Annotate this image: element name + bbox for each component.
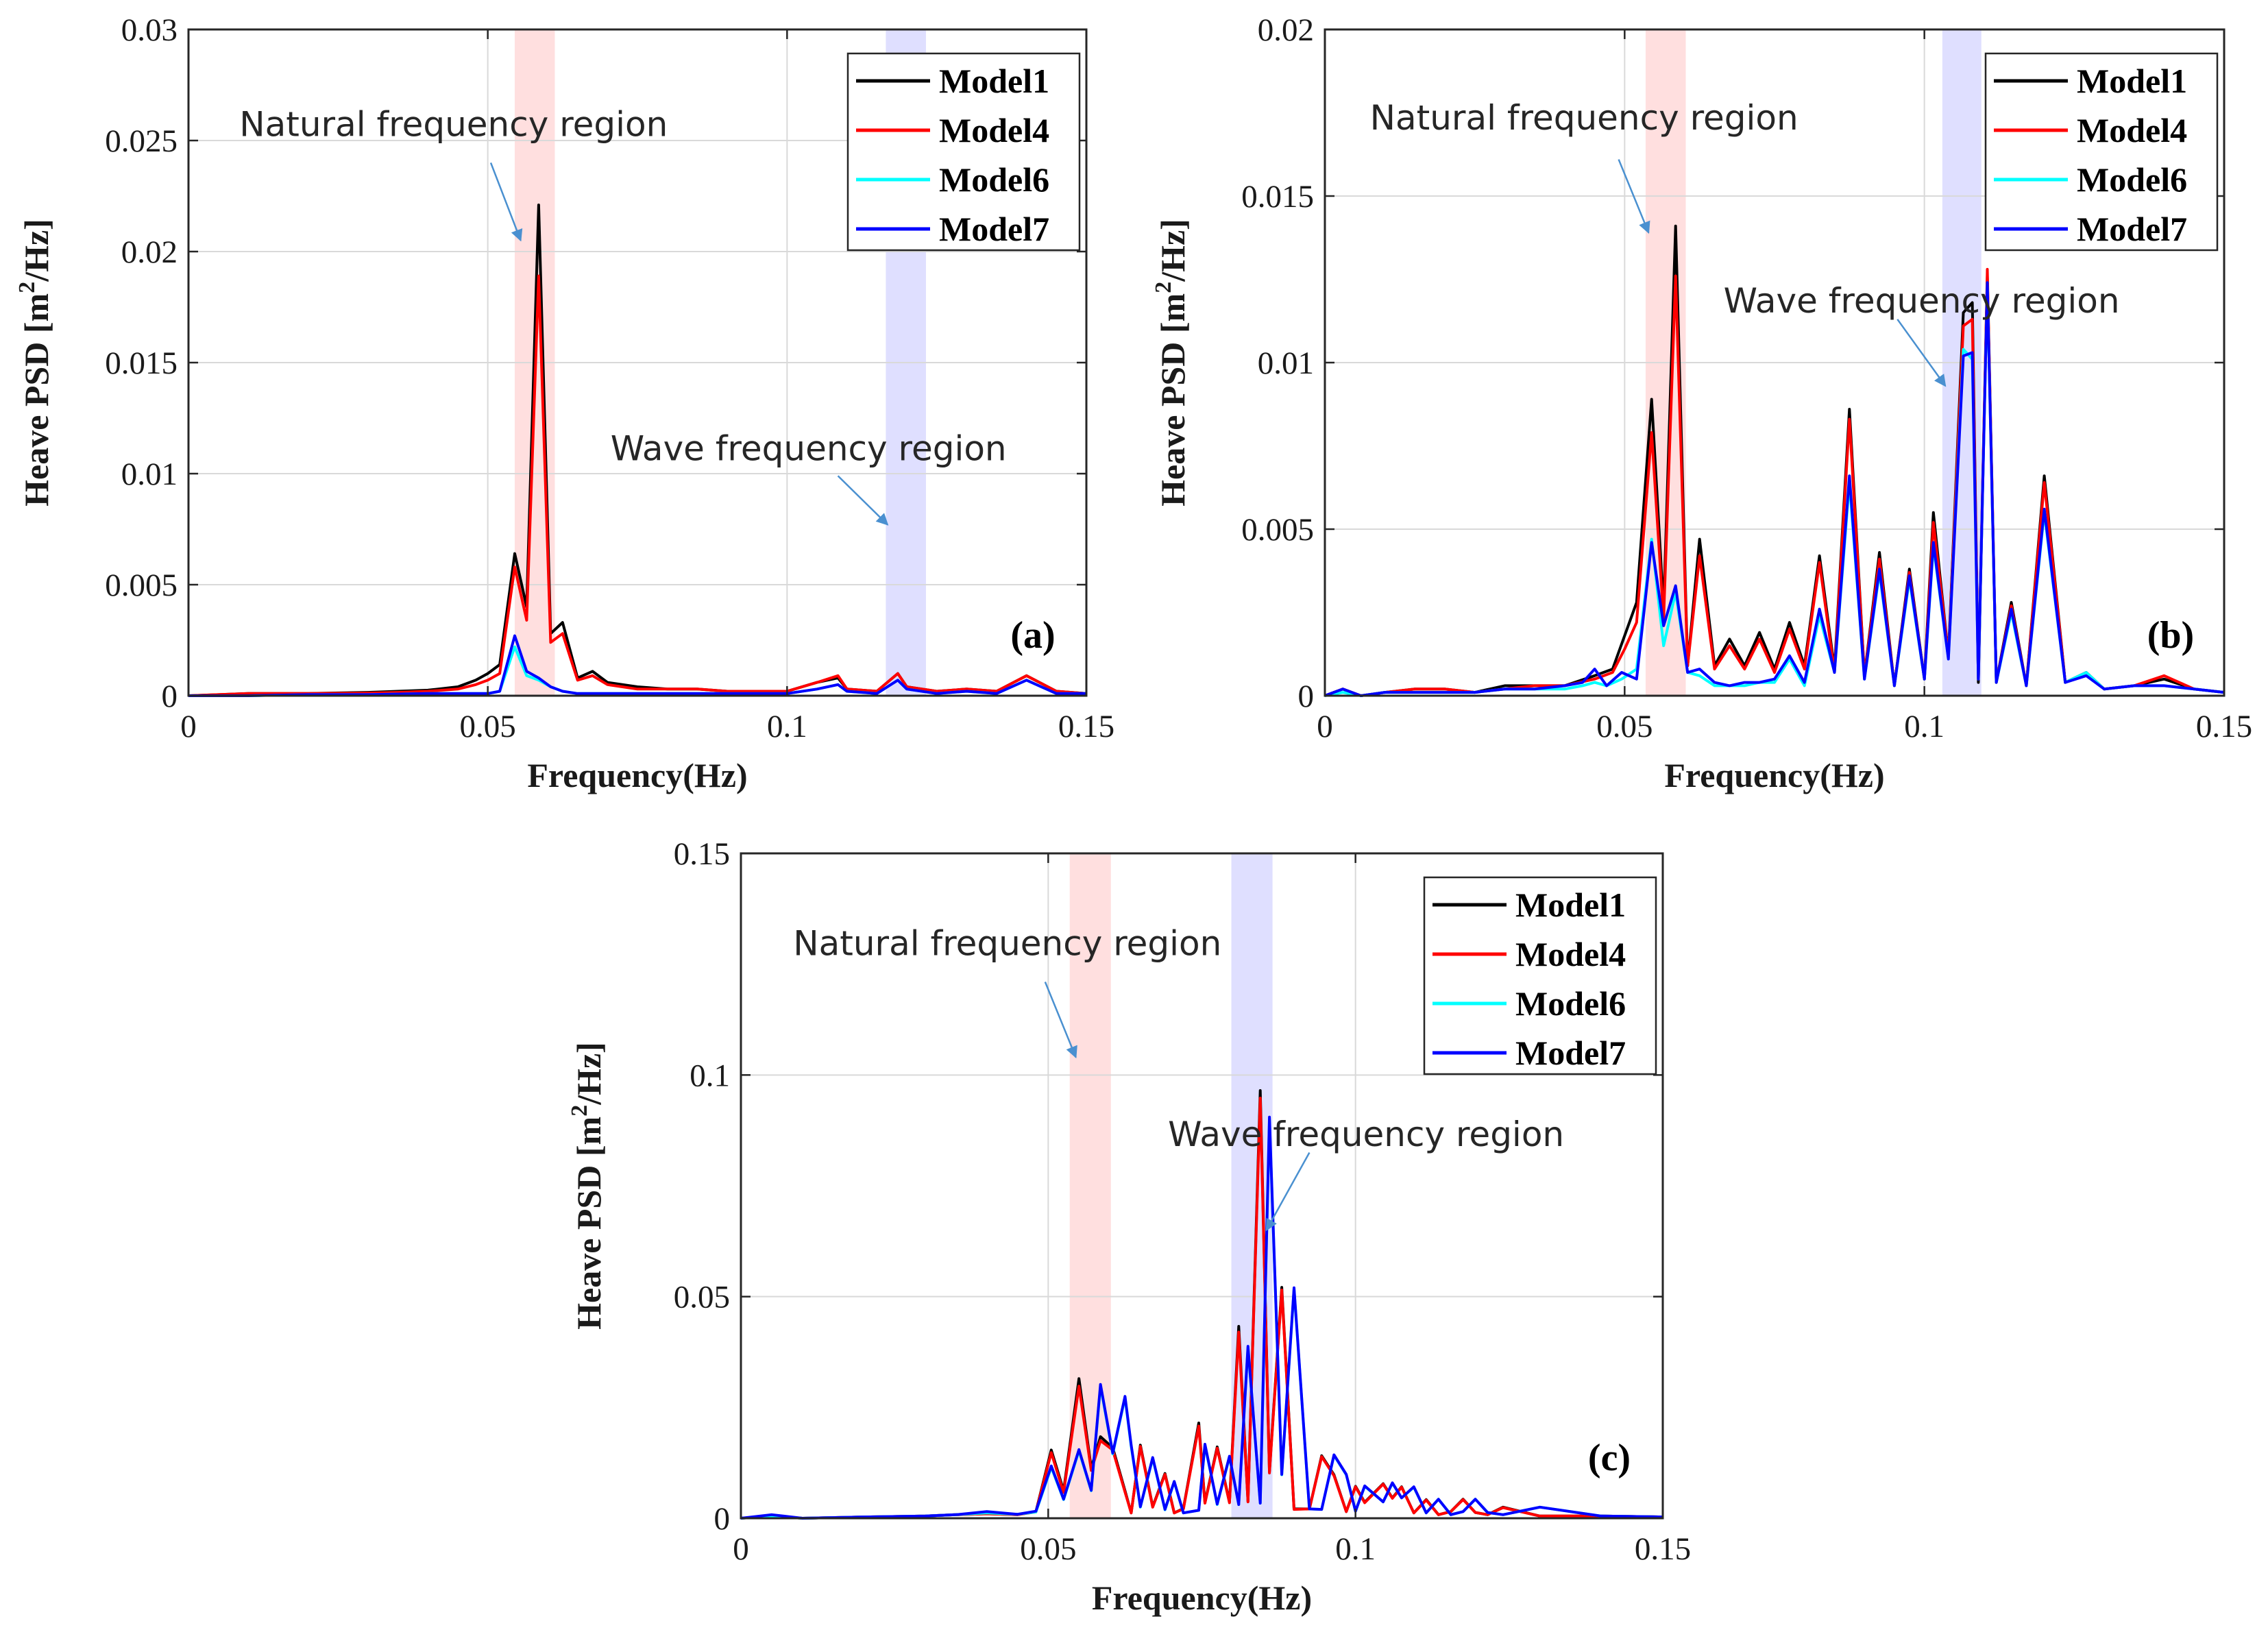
annotation-text: Natural frequency region — [1370, 98, 1798, 138]
y-tick-label: 0.1 — [690, 1058, 730, 1093]
y-tick-label: 0.03 — [121, 12, 178, 48]
x-tick-label: 0 — [180, 709, 197, 744]
y-axis-label-prefix: Heave PSD [m — [1154, 293, 1192, 507]
y-axis-label-superscript: 2 — [14, 282, 40, 293]
annotation-text: Wave frequency region — [611, 429, 1007, 469]
annotation-text: Natural frequency region — [239, 105, 668, 145]
y-tick-label: 0.01 — [121, 457, 178, 492]
y-axis-label-superscript: 2 — [567, 1105, 592, 1117]
legend-label-model7: Model7 — [1515, 1034, 1626, 1072]
annotation-arrow — [1618, 159, 1650, 234]
series-line-model7 — [740, 1115, 1663, 1520]
annotation-arrow — [1265, 1152, 1310, 1232]
x-tick-label: 0.15 — [2196, 709, 2252, 744]
y-axis-label: Heave PSD [m2/Hz] — [567, 1042, 608, 1330]
x-tick-label: 0.05 — [1596, 709, 1653, 744]
series-line-model7 — [1324, 281, 2225, 697]
panel-c: 0 0.05 0.1 0.15 0 0.05 0.1 0.15 Frequency(Hz) Hea… — [567, 836, 1691, 1617]
y-axis-label-prefix: Heave PSD [m — [17, 293, 56, 507]
y-tick-label: 0.05 — [674, 1280, 730, 1315]
x-tick-label: 0.1 — [1335, 1531, 1376, 1567]
y-axis-label-suffix: /Hz] — [17, 219, 56, 282]
panel-label: (b) — [2147, 614, 2194, 657]
legend-label-model6: Model6 — [939, 160, 1049, 199]
legend-label-model1: Model1 — [939, 62, 1049, 100]
y-axis-label-suffix: /Hz] — [570, 1042, 608, 1106]
x-tick-label: 0.1 — [1904, 709, 1944, 744]
annotation-text: Natural frequency region — [793, 924, 1221, 964]
legend-label-model4: Model4 — [939, 111, 1049, 149]
y-tick-label: 0.02 — [1258, 12, 1314, 48]
y-axis-label-suffix: /Hz] — [1154, 219, 1192, 282]
legend-box — [846, 52, 1081, 252]
y-axis-label: Heave PSD [m2/Hz] — [1151, 219, 1192, 507]
x-tick-label: 0.15 — [1058, 709, 1114, 744]
legend-label-model1: Model1 — [1515, 886, 1626, 924]
y-tick-label: 0.15 — [674, 836, 730, 872]
x-tick-label: 0.15 — [1635, 1531, 1691, 1567]
legend-box — [1984, 52, 2219, 252]
legend-box — [1423, 876, 1657, 1075]
annotation-arrow — [1044, 982, 1077, 1059]
axes-frame — [740, 852, 1664, 1520]
panel-b: 0 0.05 0.1 0.15 0 0.005 0.01 0.015 0.02 Frequency… — [1151, 12, 2252, 794]
x-tick-label: 0 — [1317, 709, 1333, 744]
panel-label: (c) — [1588, 1437, 1631, 1479]
y-tick-label: 0.01 — [1258, 345, 1314, 381]
y-tick-label: 0.005 — [1241, 512, 1314, 548]
legend-label-model7: Model7 — [2077, 210, 2187, 248]
legend-label-model4: Model4 — [1515, 935, 1626, 973]
legend-label-model7: Model7 — [939, 210, 1049, 248]
y-axis-label: Heave PSD [m2/Hz] — [14, 219, 56, 507]
series-line-model4 — [188, 274, 1087, 697]
x-axis-label: Frequency(Hz) — [1664, 756, 1884, 794]
y-tick-label: 0.02 — [121, 234, 178, 270]
y-tick-label: 0.015 — [105, 345, 178, 381]
y-axis-label-prefix: Heave PSD [m — [570, 1117, 608, 1330]
legend-label-model1: Model1 — [2077, 62, 2187, 100]
y-tick-label: 0.005 — [105, 568, 178, 603]
series-line-model7 — [188, 634, 1086, 697]
legend-label-model6: Model6 — [2077, 160, 2187, 199]
y-axis-label-superscript: 2 — [1151, 282, 1176, 293]
x-tick-label: 0.1 — [767, 709, 807, 744]
legend-label-model4: Model4 — [2077, 111, 2187, 149]
x-axis-label: Frequency(Hz) — [527, 756, 747, 794]
annotation-arrow — [837, 475, 889, 526]
legend-label-model6: Model6 — [1515, 984, 1626, 1023]
annotation-text: Wave frequency region — [1724, 281, 2120, 321]
annotation-arrow — [489, 162, 523, 242]
x-axis-label: Frequency(Hz) — [1092, 1579, 1312, 1617]
y-tick-label: 0 — [1298, 679, 1315, 714]
annotation-text: Wave frequency region — [1168, 1115, 1564, 1154]
annotation-arrow — [1897, 319, 1947, 387]
panel-a: 0 0.05 0.1 0.15 0 0.005 0.01 0.015 0.02 0.025 0.03… — [14, 12, 1114, 794]
y-tick-label: 0.025 — [105, 123, 178, 159]
y-tick-label: 0 — [162, 679, 178, 714]
x-tick-label: 0 — [733, 1531, 749, 1567]
y-tick-label: 0 — [714, 1501, 731, 1537]
x-tick-label: 0.05 — [460, 709, 516, 744]
wave-frequency-band — [1231, 853, 1273, 1518]
panel-label: (a) — [1010, 614, 1055, 657]
y-tick-label: 0.015 — [1241, 179, 1314, 215]
x-tick-label: 0.05 — [1020, 1531, 1076, 1567]
